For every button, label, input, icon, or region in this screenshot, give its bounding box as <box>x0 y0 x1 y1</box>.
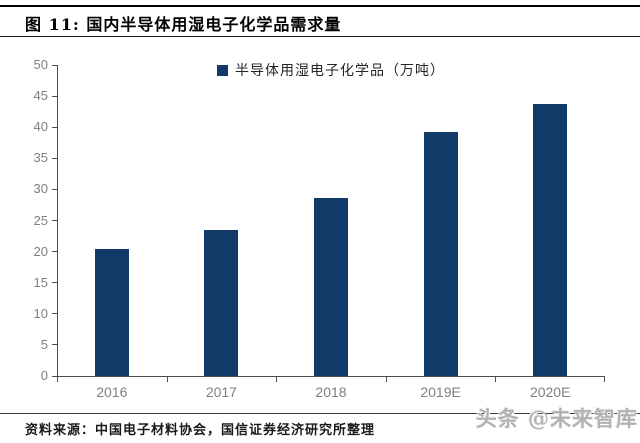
x-tick-label: 2017 <box>205 384 237 400</box>
bar-2016 <box>94 249 129 376</box>
y-tick-label: 10 <box>33 305 48 321</box>
y-tick-label: 25 <box>33 212 48 228</box>
x-tick-label: 2020E <box>529 384 571 400</box>
x-axis-line <box>56 376 605 377</box>
source-note: 资料来源：中国电子材料协会，国信证券经济研究所整理 <box>25 423 376 438</box>
x-axis-tick <box>57 376 58 382</box>
y-axis-line <box>57 65 58 376</box>
y-tick-label: 50 <box>33 57 48 72</box>
x-tick-label: 2016 <box>96 384 128 400</box>
y-tick-label: 45 <box>33 88 48 104</box>
y-axis-tick <box>52 64 57 66</box>
chart-legend: 半导体用湿电子化学品（万吨） <box>217 60 445 80</box>
y-axis-tick <box>52 251 57 253</box>
legend-swatch-icon <box>217 64 228 76</box>
x-tick-label: 2018 <box>315 384 347 400</box>
y-axis-tick <box>52 95 57 97</box>
bar-2020E <box>533 103 568 376</box>
title-divider-line <box>0 36 640 37</box>
x-axis-tick <box>166 376 168 382</box>
y-axis-tick <box>52 220 57 221</box>
figure-title: 图 11: 国内半导体用湿电子化学品需求量 <box>25 15 342 34</box>
y-tick-label: 0 <box>40 368 48 383</box>
y-axis-tick <box>52 344 57 346</box>
bar-2019E <box>423 132 458 376</box>
y-axis-tick <box>52 282 57 284</box>
y-tick-label: 15 <box>33 274 48 290</box>
y-axis-tick <box>52 375 57 377</box>
top-border-line <box>0 5 640 7</box>
y-tick-label: 5 <box>40 336 48 352</box>
y-tick-label: 40 <box>33 119 48 135</box>
x-tick-label: 2019E <box>420 384 461 400</box>
y-axis-tick <box>52 157 57 159</box>
footer-divider-line <box>0 413 640 414</box>
y-axis-tick <box>52 188 57 190</box>
x-axis-tick <box>276 376 278 382</box>
bar-2018 <box>314 198 348 376</box>
y-tick-label: 20 <box>33 243 48 259</box>
x-axis-tick <box>495 376 497 382</box>
legend-label: 半导体用湿电子化学品（万吨） <box>235 63 445 79</box>
watermark: 头条 @未来智库 <box>475 406 638 431</box>
y-tick-label: 30 <box>33 181 48 197</box>
y-axis-tick <box>52 313 57 315</box>
x-axis-tick <box>385 376 387 382</box>
x-axis-tick <box>604 376 605 382</box>
plot-area: 0 5 10 15 20 25 30 35 40 45 50 2016 2017 2018 2019E 202… <box>34 57 605 400</box>
bar-2017 <box>204 229 239 376</box>
y-axis-tick <box>52 126 57 128</box>
y-tick-label: 35 <box>33 150 48 166</box>
